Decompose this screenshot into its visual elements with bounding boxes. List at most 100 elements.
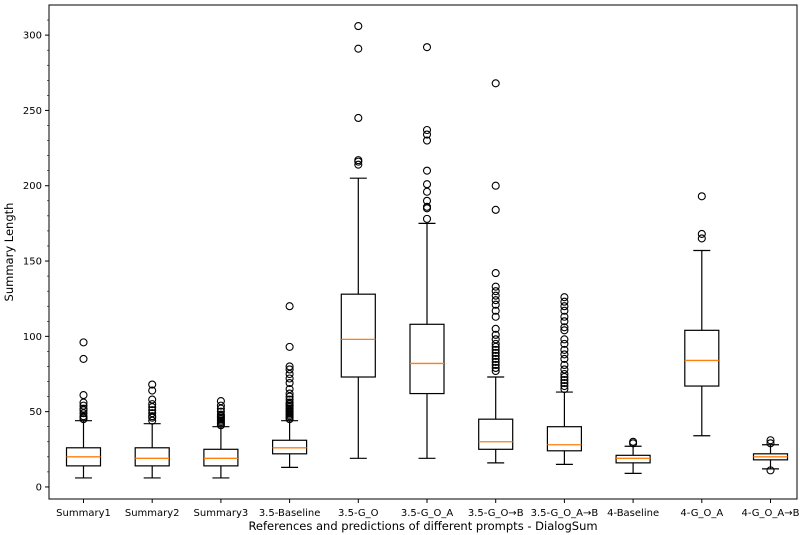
outlier-point: [285, 385, 294, 394]
outlier-point: [285, 302, 294, 311]
x-tick-label: 3.5-G_O_A: [401, 508, 453, 519]
outlier-point: [491, 330, 500, 339]
y-axis-label: Summary Length: [2, 203, 16, 302]
outlier-point: [354, 113, 363, 123]
outlier-point: [491, 312, 500, 321]
outlier-point: [79, 401, 88, 410]
y-tick-label: 0: [36, 482, 42, 493]
outlier-point: [560, 350, 569, 359]
outlier-point: [560, 385, 569, 394]
outlier-point: [560, 312, 569, 321]
x-tick-label: Summary1: [56, 508, 111, 519]
outlier-point: [285, 378, 294, 388]
outlier-point: [422, 196, 432, 205]
outlier-point: [560, 345, 569, 354]
outlier-point: [216, 410, 225, 419]
outlier-point: [79, 404, 88, 413]
outlier-point: [560, 365, 569, 374]
plot-area: 0 50 100 150 200 250 300 Summary1 Summary2 Summar…: [23, 4, 800, 519]
outlier-point: [560, 326, 569, 335]
outlier-point: [560, 339, 569, 348]
outlier-point: [148, 406, 157, 415]
outlier-point: [560, 323, 569, 332]
outlier-point: [560, 335, 569, 344]
outlier-point: [354, 156, 363, 165]
outlier-point: [491, 360, 500, 370]
outlier-point: [697, 192, 706, 201]
outlier-point: [216, 407, 225, 416]
outlier-point: [491, 300, 500, 309]
x-tick-label: 4-G_O_A→B: [741, 508, 799, 519]
outlier-point: [422, 43, 432, 52]
y-tick-label: 100: [23, 332, 42, 343]
outlier-point: [422, 136, 432, 145]
outlier-point: [491, 306, 500, 315]
outlier-point: [422, 166, 432, 175]
box: [409, 323, 445, 395]
plot-frame: [48, 4, 798, 500]
outlier-point: [491, 79, 500, 88]
y-tick-label: 250: [23, 106, 42, 117]
outlier-point: [285, 389, 294, 398]
x-tick-label: 3.5-G_O→B: [468, 508, 524, 519]
y-tick-label: 150: [23, 257, 42, 268]
outlier-point: [148, 409, 157, 418]
outlier-point: [560, 297, 569, 306]
outlier-point: [560, 306, 569, 315]
outlier-point: [216, 397, 225, 406]
box: [272, 439, 308, 455]
outlier-point: [422, 125, 432, 135]
y-tick-label: 200: [23, 181, 42, 192]
outlier-point: [491, 269, 500, 278]
outlier-point: [422, 214, 432, 223]
outlier-point: [560, 354, 569, 363]
outlier-point: [354, 22, 363, 31]
outlier-point: [148, 412, 157, 421]
outlier-point: [491, 351, 500, 360]
box: [615, 454, 651, 464]
outlier-point: [560, 375, 569, 385]
outlier-point: [285, 342, 294, 351]
outlier-point: [285, 362, 294, 371]
box: [203, 448, 239, 467]
outlier-point: [285, 374, 294, 383]
outlier-point: [766, 439, 775, 448]
x-tick-label: 4-G_O_A: [680, 508, 723, 519]
outlier-point: [491, 296, 500, 305]
outlier-point: [629, 437, 638, 446]
x-tick-label: Summary2: [125, 508, 180, 519]
outlier-point: [491, 181, 500, 190]
outlier-point: [560, 381, 569, 391]
outlier-point: [148, 400, 157, 409]
box: [340, 293, 376, 378]
outlier-point: [491, 363, 500, 373]
outlier-point: [697, 234, 706, 243]
outlier-point: [560, 302, 569, 311]
outlier-point: [422, 180, 432, 189]
outlier-point: [422, 130, 432, 139]
x-tick-label: 3.5-G_O_A→B: [531, 508, 599, 519]
outlier-point: [422, 187, 432, 196]
outlier-point: [560, 360, 569, 370]
x-axis-label: References and predictions of different …: [248, 519, 597, 533]
outlier-point: [79, 354, 88, 363]
outlier-point: [491, 291, 500, 300]
outlier-point: [216, 401, 225, 410]
outlier-point: [285, 365, 294, 374]
outlier-point: [491, 205, 500, 214]
outlier-point: [491, 282, 500, 291]
outlier-point: [766, 436, 775, 445]
outlier-point: [148, 386, 157, 395]
outlier-point: [491, 348, 500, 357]
x-tick-label: 4-Baseline: [607, 508, 659, 519]
box: [134, 447, 170, 467]
outlier-point: [148, 380, 157, 389]
box: [546, 426, 583, 452]
outlier-point: [354, 160, 363, 169]
outlier-point: [560, 378, 569, 388]
outlier-point: [560, 369, 569, 379]
y-tick-label: 300: [23, 31, 42, 42]
outlier-point: [422, 202, 432, 211]
outlier-point: [491, 354, 500, 363]
